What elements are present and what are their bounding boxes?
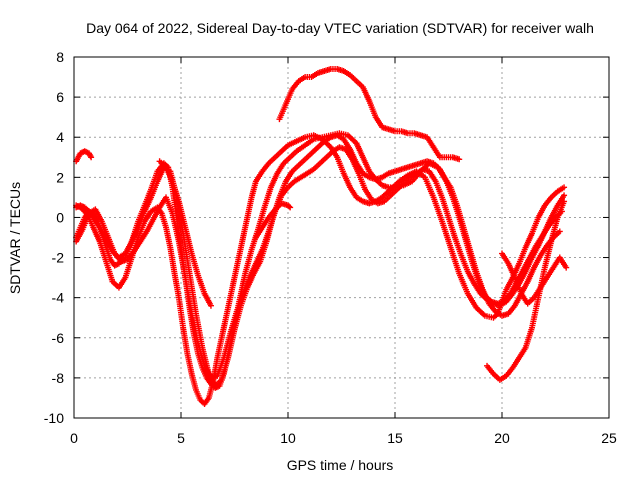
x-tick-label: 15 [387,430,403,446]
data-point [88,154,95,161]
data-point [286,203,293,210]
series-arc-8 [252,200,294,241]
data-point [207,302,214,309]
y-tick-label: -2 [52,250,65,266]
series-arc-6 [156,158,214,309]
data-point [561,192,568,199]
x-tick-label: 0 [70,430,78,446]
x-tick-label: 10 [280,430,296,446]
plot-border [73,56,610,419]
data-point [561,198,568,205]
data-point [456,156,463,163]
x-tick-label: 5 [177,430,185,446]
series-arc-7 [276,66,463,163]
data-marks [73,66,570,407]
y-tick-label: 4 [56,129,64,145]
data-point [556,228,563,235]
y-tick-label: -6 [52,330,65,346]
x-axis-label: GPS time / hours [287,457,394,473]
y-tick-label: 6 [56,89,64,105]
data-point [287,204,294,211]
series-arc-4 [73,144,568,381]
series-arc-10 [499,250,570,307]
series-arc-3 [73,132,565,389]
y-tick-label: -4 [52,290,65,306]
y-axis-label: SDTVAR / TECUs [7,182,23,294]
y-tick-label: -8 [52,370,65,386]
x-tick-label: 20 [494,430,510,446]
series-arc-2 [73,130,563,391]
data-point [563,264,570,271]
axis-ticks: 0 5 10 15 20 25 -10 -8 -6 -4 -2 0 2 4 6 8 [44,49,617,446]
series-arc-1 [73,132,568,407]
y-tick-label: -10 [44,410,64,426]
data-point [561,184,568,191]
y-tick-label: 0 [56,209,64,225]
y-tick-label: 2 [56,169,64,185]
series-arc-5 [73,148,95,165]
x-tick-label: 25 [601,430,617,446]
y-tick-label: 8 [56,49,64,65]
chart-title: Day 064 of 2022, Sidereal Day-to-day VTE… [86,20,594,36]
